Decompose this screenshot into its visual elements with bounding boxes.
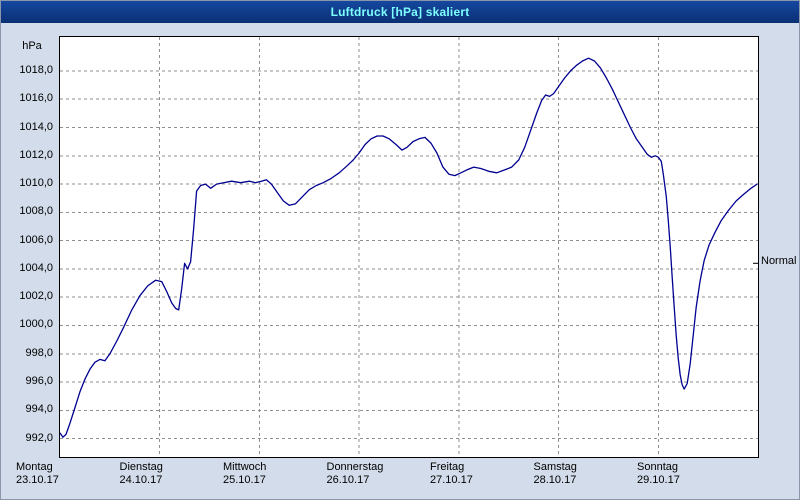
day-name: Sonntag [637, 461, 678, 473]
y-axis-unit-label: hPa [22, 40, 42, 52]
x-axis-day-label: Donnerstag 26.10.17 [327, 461, 384, 487]
x-axis-day-label: Dienstag 24.10.17 [120, 461, 163, 487]
y-tick-label: 994,0 [25, 403, 53, 416]
x-axis-day-label: Mittwoch 25.10.17 [223, 461, 266, 487]
day-date: 24.10.17 [119, 474, 163, 486]
x-axis-day-label: Montag 23.10.17 [16, 461, 59, 487]
pressure-line [60, 57, 758, 438]
y-tick-label: 1010,0 [19, 177, 53, 190]
day-date: 25.10.17 [223, 474, 266, 486]
x-axis-day-label: Samstag 28.10.17 [534, 461, 577, 487]
day-date: 29.10.17 [637, 474, 680, 486]
window-title: Luftdruck [hPa] skaliert [330, 5, 470, 19]
plot-area [59, 36, 759, 458]
x-axis-day-label: Sonntag 29.10.17 [637, 461, 680, 487]
y-tick-label: 998,0 [25, 346, 53, 359]
day-date: 23.10.17 [16, 474, 59, 486]
y-tick-label: 996,0 [25, 375, 53, 388]
normal-annotation-label: Normal [761, 255, 797, 268]
day-name: Mittwoch [223, 461, 267, 473]
y-tick-label: 1002,0 [19, 290, 53, 303]
day-date: 27.10.17 [430, 474, 473, 486]
day-name: Montag [16, 461, 53, 473]
day-name: Samstag [533, 461, 577, 473]
y-tick-label: 1018,0 [19, 63, 53, 76]
y-tick-label: 1006,0 [19, 233, 53, 246]
y-tick-label: 1004,0 [19, 261, 53, 274]
y-tick-label: 1008,0 [19, 205, 53, 218]
day-date: 26.10.17 [326, 474, 370, 486]
y-tick-label: 1016,0 [19, 92, 53, 105]
x-axis-day-label: Freitag 27.10.17 [430, 461, 473, 487]
y-tick-label: 992,0 [25, 431, 53, 444]
day-name: Freitag [430, 461, 465, 473]
x-axis: Montag 23.10.17 Dienstag 24.10.17 Mittwoch 25… [1, 461, 799, 495]
y-tick-label: 1000,0 [19, 318, 53, 331]
day-name: Dienstag [119, 461, 163, 473]
window-title-bar: Luftdruck [hPa] skaliert [1, 1, 799, 23]
day-name: Donnerstag [326, 461, 384, 473]
y-tick-label: 1012,0 [19, 148, 53, 161]
y-tick-label: 1014,0 [19, 120, 53, 133]
day-date: 28.10.17 [533, 474, 577, 486]
pressure-chart [60, 37, 758, 457]
